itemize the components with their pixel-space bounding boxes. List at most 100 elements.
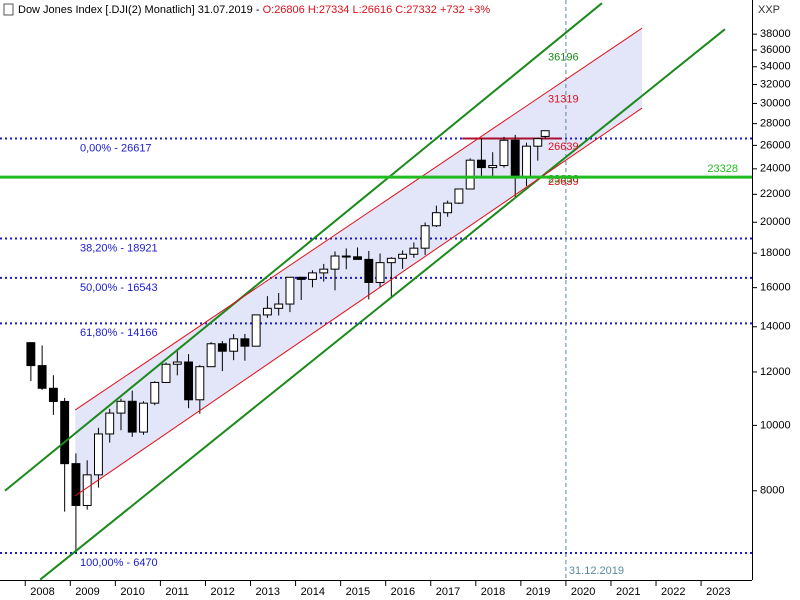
x-tick-label: 2014: [301, 586, 325, 598]
candle-body: [319, 268, 329, 274]
candle-body: [161, 363, 171, 383]
trendline: [74, 27, 643, 411]
candle-body: [26, 342, 36, 367]
candle-body: [420, 225, 430, 249]
candle-body: [409, 247, 419, 255]
fib-label: 38,20% - 18921: [80, 242, 158, 254]
candle-body: [37, 365, 47, 389]
candle-body: [94, 433, 103, 476]
x-tick-label: 2022: [661, 586, 685, 598]
y-tick-label: 18000: [760, 247, 791, 259]
x-tick-label: 2009: [75, 586, 99, 598]
y-tick-label: 38000: [760, 28, 791, 40]
candle-body: [206, 343, 216, 368]
candle-body: [60, 400, 70, 465]
subtitle: O:26806 H:27334 L:26616 C:27332 +732 +3%: [263, 4, 491, 16]
candle-body: [139, 402, 148, 433]
fib-label: 0,00% - 26617: [80, 142, 152, 154]
fib-label: 61,80% - 14166: [80, 327, 158, 339]
x-tick-label: 2015: [346, 586, 370, 598]
y-tick-label: 30000: [760, 97, 791, 109]
candle-body: [184, 361, 194, 401]
candle-body: [431, 212, 441, 227]
candle-body: [533, 138, 543, 147]
candle-body: [127, 400, 137, 433]
candle-body: [499, 139, 509, 167]
candle-body: [150, 381, 160, 404]
candle-body: [285, 276, 295, 305]
x-tick-label: 2021: [616, 586, 640, 598]
x-tick-label: 2017: [436, 586, 460, 598]
trendline: [4, 2, 603, 492]
candle-body: [48, 387, 58, 402]
y-tick-label: 12000: [760, 366, 791, 378]
candle-body: [540, 130, 550, 137]
candle-body: [398, 253, 408, 259]
candle-body: [522, 145, 531, 178]
candle-body: [476, 159, 486, 169]
annotation: 26639: [548, 141, 579, 153]
candle-body: [341, 255, 351, 258]
x-tick-label: 2011: [165, 586, 189, 598]
support-label: 23328: [707, 163, 738, 175]
candle-body: [217, 343, 227, 352]
annotation: 31319: [548, 94, 579, 106]
plot-area: 0,00% - 26617 38,20% - 18921 50,00% - 1654…: [0, 0, 752, 581]
candle-body: [386, 257, 396, 264]
x-tick-label: 2010: [120, 586, 144, 598]
candle-body: [443, 202, 453, 214]
currency-label: XXP: [758, 4, 780, 16]
candle-body: [251, 314, 261, 347]
x-tick-label: 2019: [526, 586, 550, 598]
candle-body: [296, 276, 306, 280]
x-tick-label: 2016: [391, 586, 415, 598]
candle-body: [172, 361, 182, 365]
date-label: 31.12.2019: [569, 565, 624, 577]
x-tick-label: 2020: [571, 586, 595, 598]
candle-body: [195, 366, 205, 401]
candle-body: [353, 256, 362, 260]
candle-body: [330, 255, 340, 270]
candle-body: [465, 159, 475, 190]
candle-body: [262, 307, 272, 316]
x-tick-label: 2018: [481, 586, 505, 598]
fib-label: 100,00% - 6470: [80, 557, 158, 569]
y-tick-label: 28000: [760, 118, 791, 130]
y-tick-label: 34000: [760, 61, 791, 73]
y-tick-label: 36000: [760, 44, 791, 56]
annotation: 36196: [548, 51, 579, 63]
chart-title: Dow Jones Index [.DJI(2) Monatlich] 31.0…: [18, 4, 490, 16]
candle-body: [240, 338, 250, 347]
x-tick-label: 2012: [210, 586, 234, 598]
trendline: [74, 107, 643, 497]
candle-body: [375, 262, 385, 283]
candle-body: [510, 139, 520, 178]
candle-body: [454, 188, 464, 204]
candle-body: [116, 400, 126, 414]
candle-body: [82, 474, 92, 506]
x-tick-label: 2013: [256, 586, 280, 598]
y-tick-label: 10000: [760, 419, 791, 431]
y-tick-label: 26000: [760, 139, 791, 151]
y-tick-label: 22000: [760, 188, 791, 200]
candle-body: [308, 272, 317, 280]
trendline: [39, 28, 726, 581]
y-tick-label: 32000: [760, 78, 791, 90]
candle-body: [105, 412, 115, 435]
title: Dow Jones Index [.DJI(2) Monatlich] 31.0…: [18, 4, 263, 16]
x-tick-label: 2008: [30, 586, 54, 598]
candle-body: [364, 258, 374, 283]
candle-body: [229, 338, 239, 352]
y-tick-label: 14000: [760, 321, 791, 333]
fib-label: 50,00% - 16543: [80, 282, 158, 294]
candle-body: [488, 165, 498, 169]
y-tick-label: 24000: [760, 163, 791, 175]
candle-body: [71, 463, 81, 506]
symbol-icon: [3, 3, 14, 16]
x-tick-label: 2023: [706, 586, 730, 598]
y-tick-label: 20000: [760, 216, 791, 228]
y-tick-label: 16000: [760, 282, 791, 294]
candle-body: [274, 303, 284, 309]
